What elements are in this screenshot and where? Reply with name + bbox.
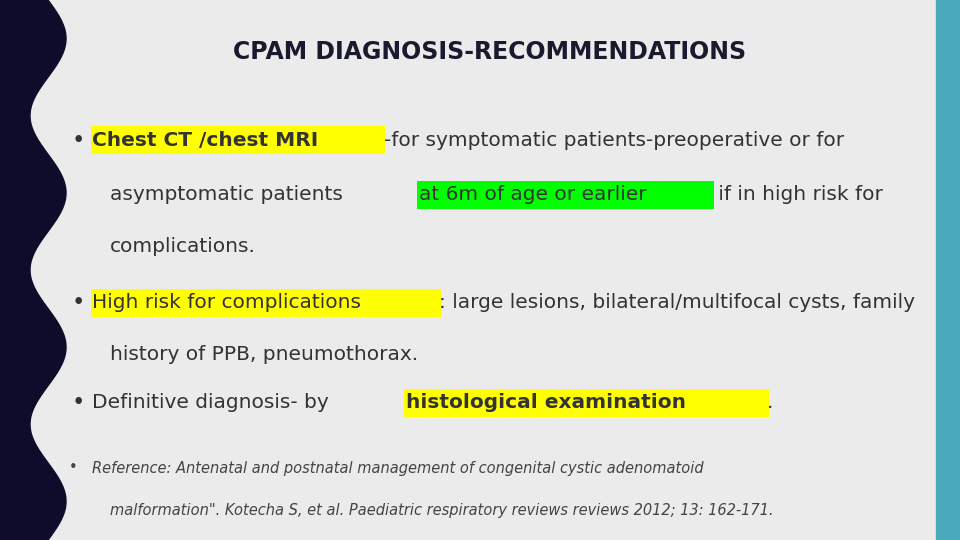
Bar bbox=[90, 289, 441, 317]
Bar bbox=[90, 126, 385, 154]
Text: -for symptomatic patients-preoperative or for: -for symptomatic patients-preoperative o… bbox=[384, 131, 844, 150]
Text: complications.: complications. bbox=[110, 238, 256, 256]
Text: at 6m of age or earlier: at 6m of age or earlier bbox=[419, 186, 646, 205]
Text: High risk for complications: High risk for complications bbox=[92, 294, 361, 313]
Text: Chest CT /chest MRI: Chest CT /chest MRI bbox=[92, 131, 319, 150]
Text: •: • bbox=[71, 392, 84, 415]
Text: .: . bbox=[767, 394, 774, 413]
Text: •: • bbox=[71, 129, 84, 152]
Text: •: • bbox=[69, 461, 78, 476]
Text: •: • bbox=[71, 292, 84, 314]
Text: history of PPB, pneumothorax.: history of PPB, pneumothorax. bbox=[110, 346, 419, 365]
Text: Reference: Antenatal and postnatal management of congenital cystic adenomatoid: Reference: Antenatal and postnatal manag… bbox=[92, 461, 704, 476]
Text: malformation". Kotecha S, et al. Paediatric respiratory reviews reviews 2012; 13: malformation". Kotecha S, et al. Paediat… bbox=[110, 503, 774, 517]
Text: histological examination: histological examination bbox=[406, 394, 685, 413]
Polygon shape bbox=[0, 0, 66, 540]
Bar bbox=[936, 0, 960, 540]
Text: if in high risk for: if in high risk for bbox=[712, 186, 883, 205]
Bar bbox=[404, 389, 769, 417]
Text: : large lesions, bilateral/multifocal cysts, family: : large lesions, bilateral/multifocal cy… bbox=[439, 294, 915, 313]
Text: asymptomatic patients: asymptomatic patients bbox=[110, 186, 349, 205]
Bar bbox=[418, 181, 714, 209]
Text: CPAM DIAGNOSIS-RECOMMENDATIONS: CPAM DIAGNOSIS-RECOMMENDATIONS bbox=[233, 40, 747, 64]
Text: Definitive diagnosis- by: Definitive diagnosis- by bbox=[92, 394, 335, 413]
